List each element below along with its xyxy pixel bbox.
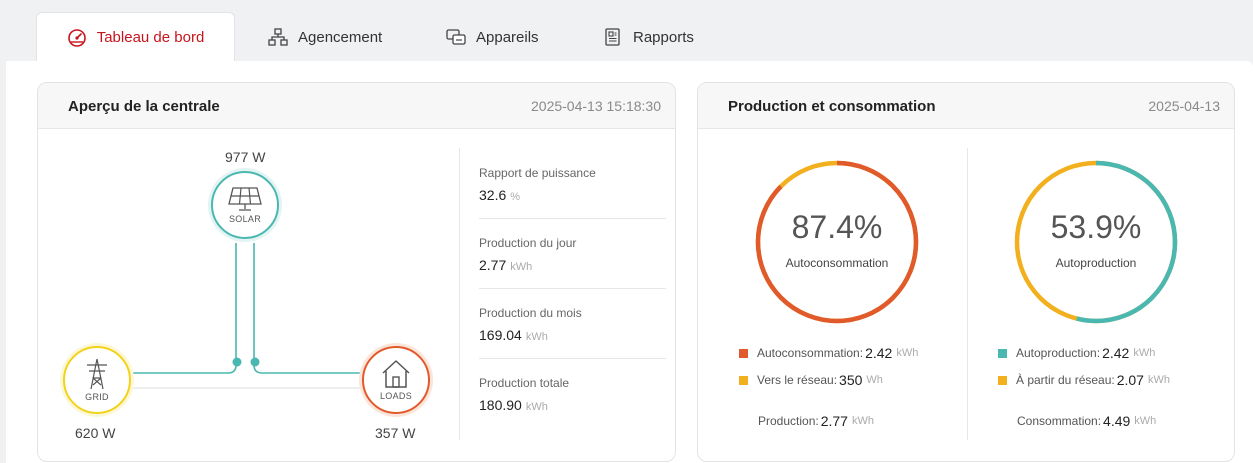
stat-title: Production du jour [479,236,577,250]
legend-item: Vers le réseau: 350 Wh [739,372,883,388]
grid-power: 620 W [75,425,116,441]
tab-label: Rapports [633,28,694,46]
legend-swatch [998,348,1007,358]
stat-total-production: Production totale 180.90 kWh [479,359,666,429]
tab-reports[interactable]: Rapports [603,12,694,62]
divider [967,148,968,440]
plant-overview-card: Aperçu de la centrale 2025-04-13 15:18:3… [37,82,676,462]
solar-panel-icon [228,187,262,211]
card-header: Aperçu de la centrale 2025-04-13 15:18:3… [38,83,675,129]
stat-value: 32.6% [479,187,521,203]
tab-dashboard[interactable]: Tableau de bord [36,12,235,62]
solar-power: 977 W [225,149,266,165]
legend-swatch [998,375,1007,385]
loads-label: LOADS [379,391,412,401]
legend-swatch [739,348,748,358]
divider [459,148,460,440]
report-icon [605,28,620,46]
production-consumption-card: Production et consommation 2025-04-13 87… [697,82,1235,462]
sitemap-icon [268,28,288,46]
stat-value: 2.77 kWh [479,257,533,273]
flow-dot [232,357,242,367]
stat-value: 180.90 kWh [479,397,548,413]
tab-label: Agencement [298,28,383,46]
flow-dot [250,357,260,367]
tab-label: Tableau de bord [96,29,205,46]
stat-title: Production totale [479,376,570,390]
gauge-icon [67,28,86,47]
tab-bar: Tableau de bord Agencement Appareils Rap… [0,0,1253,62]
donut-arc [755,160,919,324]
solar-label: SOLAR [228,214,261,224]
self-production-donut [1014,160,1178,324]
donut-percent: 53.9% [1050,209,1142,245]
production-total: Production: 2.77 kWh [758,413,874,429]
donut-percent: 87.4% [791,209,883,245]
legend-swatch [739,375,748,385]
card-title: Production et consommation [728,98,936,115]
self-consumption-donut [755,160,919,324]
solar-node[interactable]: SOLAR [211,171,279,239]
donut-label: Autoproduction [1055,256,1137,270]
legend-item: Autoconsommation: 2.42 kWh [739,345,918,361]
legend-item: À partir du réseau: 2.07 kWh [998,372,1170,388]
grid-label: GRID [85,392,109,402]
card-header: Production et consommation 2025-04-13 [698,83,1234,129]
stat-power-ratio: Rapport de puissance 32.6% [479,149,666,219]
tab-layout[interactable]: Agencement [268,12,382,62]
stat-title: Production du mois [479,306,582,320]
power-tower-icon [87,358,107,390]
devices-icon [446,29,466,45]
loads-power: 357 W [375,425,416,441]
donut-arc [1014,160,1178,324]
card-datetime: 2025-04-13 15:18:30 [531,98,661,114]
stat-day-production: Production du jour 2.77 kWh [479,219,666,289]
donut-center: 53.9% Autoproduction [1016,209,1176,270]
stat-value: 169.04 kWh [479,327,548,343]
loads-node[interactable]: LOADS [362,346,430,414]
card-title: Aperçu de la centrale [68,98,220,115]
tab-devices[interactable]: Appareils [446,12,539,62]
donut-label: Autoconsommation [785,256,889,270]
stat-title: Rapport de puissance [479,166,596,180]
grid-node[interactable]: GRID [63,346,131,414]
stat-month-production: Production du mois 169.04 kWh [479,289,666,359]
legend-item: Autoproduction: 2.42 kWh [998,345,1155,361]
house-icon [382,360,410,388]
consumption-total: Consommation: 4.49 kWh [1017,413,1157,429]
card-date: 2025-04-13 [1148,98,1220,114]
tab-label: Appareils [476,28,539,46]
energy-flow-diagram [133,243,363,389]
donut-center: 87.4% Autoconsommation [757,209,917,270]
